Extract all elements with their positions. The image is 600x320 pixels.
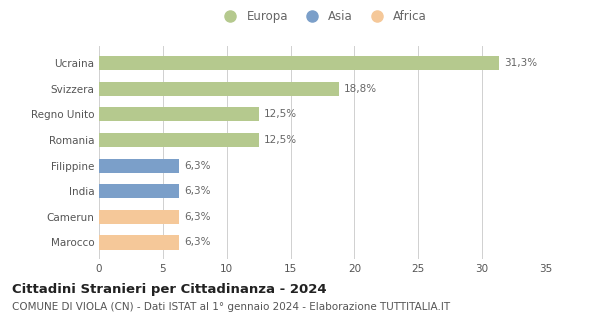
Bar xyxy=(99,82,339,96)
Text: 12,5%: 12,5% xyxy=(264,135,297,145)
Text: Cittadini Stranieri per Cittadinanza - 2024: Cittadini Stranieri per Cittadinanza - 2… xyxy=(12,283,326,296)
Text: COMUNE DI VIOLA (CN) - Dati ISTAT al 1° gennaio 2024 - Elaborazione TUTTITALIA.I: COMUNE DI VIOLA (CN) - Dati ISTAT al 1° … xyxy=(12,302,450,312)
Bar xyxy=(99,107,259,121)
Bar xyxy=(99,56,499,70)
Bar xyxy=(99,184,179,198)
Text: 12,5%: 12,5% xyxy=(264,109,297,119)
Legend: Europa, Asia, Africa: Europa, Asia, Africa xyxy=(214,5,431,28)
Text: 6,3%: 6,3% xyxy=(185,161,211,171)
Bar xyxy=(99,210,179,224)
Text: 6,3%: 6,3% xyxy=(185,186,211,196)
Text: 6,3%: 6,3% xyxy=(185,237,211,247)
Text: 18,8%: 18,8% xyxy=(344,84,377,94)
Bar xyxy=(99,133,259,147)
Text: 31,3%: 31,3% xyxy=(504,58,537,68)
Text: 6,3%: 6,3% xyxy=(185,212,211,222)
Bar xyxy=(99,159,179,173)
Bar xyxy=(99,236,179,250)
